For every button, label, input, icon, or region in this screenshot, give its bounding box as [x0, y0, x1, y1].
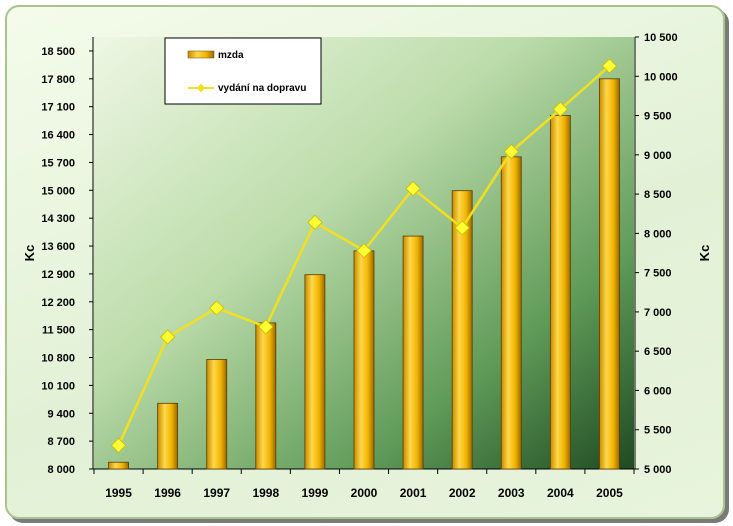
right-axis-tick-label: 9 500 — [644, 111, 672, 123]
left-axis: 8 000 8 700 9 400 10 100 10 800 11 500 12 200 1… — [41, 37, 94, 476]
left-axis-tick-label: 18 500 — [41, 46, 75, 58]
bar-mzda-2005 — [599, 78, 620, 470]
right-axis-tick-label: 6 500 — [644, 346, 672, 358]
x-axis-tick-label: 2000 — [351, 486, 378, 500]
right-axis-tick-label: 5 000 — [644, 464, 672, 476]
left-axis-tick-label: 9 400 — [47, 408, 75, 420]
right-axis-tick-label: 6 000 — [644, 385, 672, 397]
line-series-vydani-na-dopravu — [110, 58, 618, 454]
line-point-vydani-1997 — [209, 300, 225, 316]
bar-mzda-2001 — [402, 235, 424, 470]
legend-box — [164, 37, 322, 105]
line-point-vydani-1996 — [159, 329, 176, 345]
x-axis: 1995 1996 1997 1998 1999 2000 2001 2002 2003 2004… — [93, 468, 635, 500]
right-axis-tick-label: 8 000 — [644, 228, 672, 240]
line-point-vydani-2003 — [503, 144, 519, 160]
legend: mzda vydání na dopravu — [164, 37, 322, 105]
x-axis-tick-label: 2002 — [449, 486, 476, 500]
bar-mzda-1999 — [304, 274, 326, 470]
line-point-vydani-2004 — [552, 101, 569, 117]
left-axis-tick-label: 17 800 — [41, 74, 75, 86]
left-axis-label: Kc — [22, 245, 37, 262]
left-axis-tick-label: 12 200 — [41, 297, 75, 309]
bar-series-mzda — [108, 78, 620, 470]
line-point-vydani-2002 — [454, 220, 470, 236]
line-point-vydani-1999 — [307, 214, 323, 231]
right-axis: 5 000 5 500 6 000 6 500 7 000 7 500 8 000 8 500… — [634, 32, 678, 476]
left-axis-tick-label: 8 000 — [47, 464, 75, 476]
right-axis-label: Kc — [697, 245, 712, 262]
right-axis-tick-label: 9 000 — [644, 150, 672, 162]
left-axis-tick-label: 10 100 — [41, 380, 75, 392]
left-axis-tick-label: 17 100 — [41, 102, 75, 114]
x-axis-tick-label: 1996 — [154, 486, 181, 500]
right-axis-tick-label: 7 500 — [644, 268, 672, 280]
x-axis-tick-label: 2005 — [596, 486, 623, 500]
bar-mzda-2004 — [549, 115, 571, 470]
line-point-vydani-2001 — [405, 180, 421, 197]
legend-label-mzda: mzda — [218, 50, 244, 61]
bar-mzda-1996 — [157, 402, 179, 470]
bar-mzda-1997 — [206, 359, 228, 470]
bar-mzda-2003 — [500, 156, 522, 470]
line-point-vydani-2000 — [356, 243, 372, 259]
left-axis-tick-label: 10 800 — [41, 353, 75, 365]
line-point-vydani-1998 — [258, 319, 274, 335]
left-axis-tick-label: 15 000 — [41, 185, 75, 197]
x-axis-tick-label: 2003 — [498, 486, 525, 500]
legend-label-vydani: vydání na dopravu — [218, 83, 306, 94]
line-point-vydani-1995 — [110, 437, 127, 454]
left-axis-tick-label: 12 900 — [41, 269, 75, 281]
right-axis-tick-label: 10 500 — [644, 32, 678, 44]
legend-swatch-mzda — [187, 50, 215, 59]
x-axis-tick-label: 1997 — [203, 486, 230, 500]
line-point-vydani-2005 — [601, 58, 618, 74]
x-axis-tick-label: 1995 — [105, 486, 132, 500]
x-axis-tick-label: 2004 — [547, 486, 574, 500]
left-axis-tick-label: 8 700 — [47, 436, 75, 448]
left-axis-tick-label: 14 300 — [41, 213, 75, 225]
bar-mzda-2002 — [451, 190, 473, 470]
right-axis-tick-label: 10 000 — [644, 71, 678, 83]
bar-mzda-1998 — [255, 322, 277, 470]
bar-mzda-1995 — [108, 461, 129, 470]
x-axis-tick-label: 1998 — [252, 486, 279, 500]
left-axis-tick-label: 11 500 — [42, 325, 75, 337]
bar-mzda-2000 — [353, 250, 375, 470]
right-axis-tick-label: 8 500 — [644, 189, 672, 201]
right-axis-tick-label: 7 000 — [644, 307, 672, 319]
x-axis-tick-label: 1999 — [302, 486, 329, 500]
legend-swatch-marker — [196, 83, 206, 93]
left-axis-tick-label: 15 700 — [41, 157, 75, 169]
left-axis-tick-label: 13 600 — [41, 241, 75, 253]
x-axis-tick-label: 2001 — [400, 486, 427, 500]
left-axis-tick-label: 16 400 — [41, 130, 75, 142]
right-axis-tick-label: 5 500 — [644, 425, 672, 437]
